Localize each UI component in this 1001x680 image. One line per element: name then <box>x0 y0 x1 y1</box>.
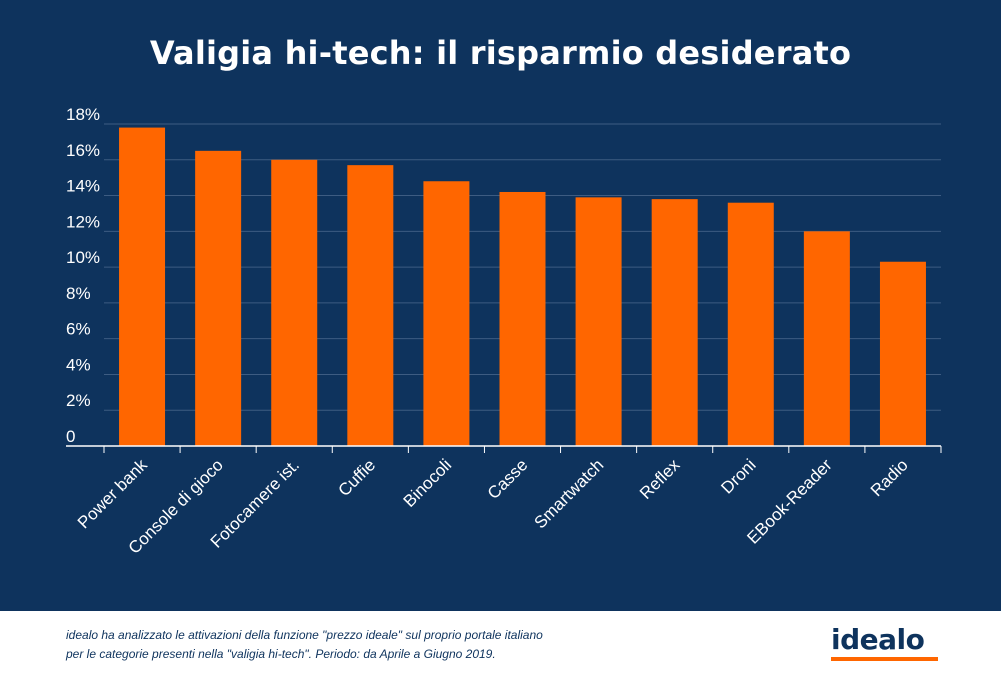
y-tick-label: 12% <box>66 212 100 231</box>
bar <box>195 150 242 447</box>
y-tick-label: 8% <box>66 284 91 303</box>
x-tick-label: Cuffie <box>335 455 380 500</box>
bar <box>575 197 622 446</box>
chart-title: Valigia hi-tech: il risparmio desiderato <box>149 34 852 72</box>
y-tick-label: 16% <box>66 141 100 160</box>
bar <box>499 191 546 446</box>
x-tick-label: Smartwatch <box>531 455 608 532</box>
bar <box>423 181 470 446</box>
y-tick-label: 18% <box>66 105 100 124</box>
y-tick-label: 10% <box>66 248 100 267</box>
x-tick-label: Power bank <box>74 455 151 532</box>
y-tick-label: 6% <box>66 320 91 339</box>
idealo-logo: idealo <box>831 625 941 661</box>
brand-name: idealo <box>831 623 925 656</box>
chart-panel: Valigia hi-tech: il risparmio desiderato… <box>0 0 1001 611</box>
x-tick-label: Reflex <box>636 455 684 503</box>
footer-note: idealo ha analizzato le attivazioni dell… <box>66 626 766 664</box>
footer: idealo ha analizzato le attivazioni dell… <box>0 611 1001 680</box>
bar <box>879 261 926 446</box>
x-tick-label: Binocoli <box>400 455 456 511</box>
footer-note-line-2: per le categorie presenti nella "valigia… <box>66 647 496 661</box>
y-tick-label: 4% <box>66 355 91 374</box>
y-tick-label: 14% <box>66 177 100 196</box>
y-tick-label: 0 <box>66 427 75 446</box>
x-tick-label: Radio <box>867 455 912 500</box>
x-tick-label: Droni <box>717 455 759 497</box>
bar <box>803 231 850 446</box>
brand-underline <box>831 657 938 661</box>
y-tick-label: 2% <box>66 391 91 410</box>
bar-chart: 02%4%6%8%10%12%14%16%18%Power bankConsol… <box>66 105 942 558</box>
x-tick-label: Casse <box>484 455 532 503</box>
bar <box>271 159 318 446</box>
bar <box>727 202 774 446</box>
bar <box>119 127 166 447</box>
footer-note-line-1: idealo ha analizzato le attivazioni dell… <box>66 628 543 642</box>
bar <box>651 199 698 446</box>
bar <box>347 165 394 446</box>
